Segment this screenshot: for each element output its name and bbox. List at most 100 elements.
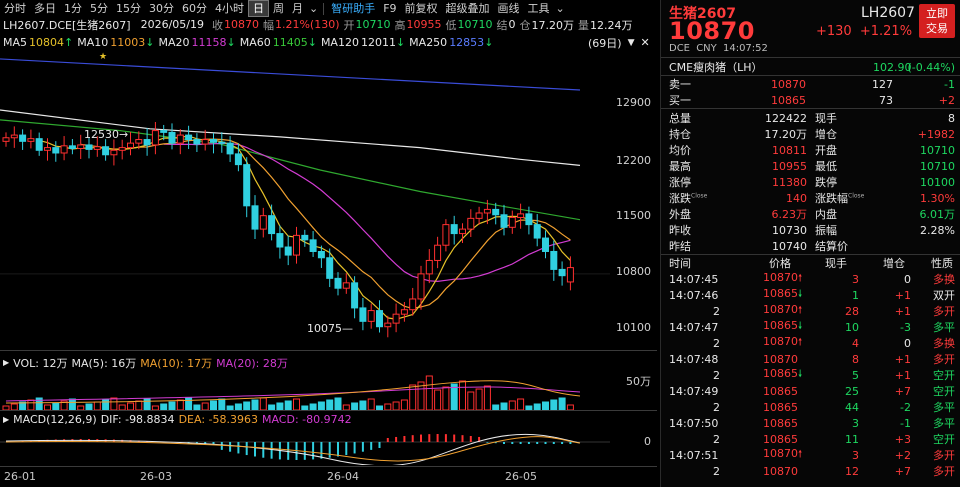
- volume-bar: [334, 397, 342, 410]
- volume-bar: [127, 402, 134, 410]
- period-tab-2[interactable]: 1分: [64, 2, 82, 15]
- candle-body: [467, 217, 475, 230]
- tick-price-value: 10870: [763, 464, 798, 478]
- close-icon[interactable]: ✕: [640, 36, 650, 49]
- stat-sup: Close: [691, 192, 708, 200]
- stat-label-text: 最高: [669, 160, 691, 173]
- macd-expand-icon[interactable]: ▶: [3, 415, 10, 424]
- volume-bar: [234, 403, 242, 410]
- period-tab-5[interactable]: 30分: [149, 2, 174, 15]
- tick-price: 10870🠕: [763, 447, 802, 464]
- vol-axis-label: 50万: [626, 375, 651, 388]
- volume-bar: [60, 400, 68, 410]
- tick-header-time: 时间: [669, 257, 691, 270]
- macd-value-label: MACD: -80.9742: [261, 413, 352, 426]
- candle-body: [392, 313, 400, 324]
- period-tab-0[interactable]: 分时: [4, 2, 26, 15]
- macd-dea-line: [5, 436, 581, 462]
- period-tab-10[interactable]: 月: [292, 2, 303, 15]
- stat-label-text: 涨停: [669, 176, 691, 189]
- volume-bar: [259, 397, 267, 410]
- collapse-triangle-icon[interactable]: ▼: [627, 37, 635, 48]
- draw-line-button[interactable]: 画线: [497, 2, 520, 15]
- period-more-chevron-icon[interactable]: ⌄: [309, 2, 319, 15]
- tools-button[interactable]: 工具: [527, 2, 550, 15]
- stat-label: 均价: [669, 142, 691, 158]
- vol-ma10-label: MA(10): 17万: [140, 356, 213, 370]
- zhiyan-assistant-button[interactable]: 智研助手: [331, 2, 376, 15]
- macd-dif-line: [5, 433, 581, 465]
- volume-bar: [467, 391, 475, 410]
- ma60-line: [0, 119, 581, 221]
- volume-bar: [2, 405, 10, 410]
- tick-down-arrow-icon: 🠗: [798, 368, 803, 380]
- period-tab-4[interactable]: 15分: [116, 2, 141, 15]
- change-pct: +1.21%: [859, 24, 913, 39]
- volume-bar: [309, 403, 317, 410]
- stat-value: 10740: [772, 239, 807, 253]
- tick-oi: +2: [894, 448, 911, 462]
- volume-bar: [218, 398, 226, 410]
- candle-body: [185, 134, 193, 141]
- adjust-button[interactable]: 前复权: [404, 2, 438, 15]
- tick-price-value: 10870: [763, 302, 798, 316]
- vol-expand-icon[interactable]: ▶: [3, 358, 10, 367]
- volume-bar: [193, 404, 201, 410]
- volume-bar: [342, 404, 350, 410]
- stat-value: 10955: [772, 159, 807, 173]
- stat-label: 外盘: [669, 206, 691, 222]
- kline-panel: 分时 多日 1分 5分 15分 30分 60分 4小时 日 周 月 ⌄ 智研助手…: [0, 0, 657, 483]
- tick-header-nature: 性质: [931, 257, 953, 270]
- quote-time: 14:07:52: [722, 43, 768, 54]
- period-tab-6[interactable]: 60分: [182, 2, 207, 15]
- volume-bar: [276, 402, 284, 410]
- volume-chart[interactable]: [0, 366, 610, 410]
- cme-row[interactable]: CME瘦肉猪（LH） 102.90 (-0.44%): [669, 59, 955, 75]
- price-axis-label-4: 10100: [616, 321, 651, 334]
- tick-price-value: 10865: [763, 384, 798, 398]
- tick-price: 10870🠕: [763, 335, 802, 352]
- stat-label: 总量: [669, 110, 691, 126]
- ma120-down-arrow-icon: ↓: [395, 36, 406, 49]
- candle-body: [176, 134, 184, 144]
- volume-bar: [483, 385, 491, 410]
- candlestick-chart[interactable]: [0, 50, 610, 350]
- candle-body: [425, 259, 433, 275]
- period-tab-3[interactable]: 5分: [90, 2, 108, 15]
- candle-body: [193, 139, 201, 145]
- tick-nature: 空开: [933, 385, 955, 398]
- candle-body: [542, 237, 549, 252]
- price-axis-label-3: 10800: [616, 265, 651, 278]
- candle-body: [376, 310, 383, 328]
- trade-now-button[interactable]: 立即 交易: [919, 4, 955, 38]
- tick-row: 14:07:46 10865🠗 1 +1 双开: [669, 287, 955, 303]
- axis-divider: [0, 466, 657, 467]
- tick-price: 10865: [763, 401, 798, 414]
- f9-button[interactable]: F9: [383, 2, 397, 15]
- last-price: 10870: [669, 17, 755, 45]
- period-tab-8[interactable]: 日: [248, 0, 269, 17]
- candle-body: [326, 257, 334, 279]
- ma20-down-arrow-icon: ↓: [226, 36, 236, 49]
- overlay-button[interactable]: 超级叠加: [445, 2, 490, 15]
- volume-bar: [351, 402, 359, 410]
- stat-label: 涨跌幅Close: [815, 190, 864, 206]
- buy1-volume: 73: [879, 93, 893, 107]
- stat-row: 涨跌Close 140 涨跌幅Close 1.30%: [669, 190, 955, 206]
- period-tab-9[interactable]: 周: [273, 2, 284, 15]
- macd-chart[interactable]: [0, 425, 610, 465]
- volume-bar: [52, 402, 60, 410]
- tick-row: 2 10870 12 +7 多开: [669, 463, 955, 479]
- price-axis-label-0: 12900: [616, 96, 651, 109]
- period-tab-7[interactable]: 4小时: [215, 2, 244, 15]
- vol-ma10-line: [5, 380, 581, 404]
- ma5-line: [39, 135, 571, 320]
- stat-label-text: 振幅: [815, 224, 837, 237]
- tools-chevron-icon[interactable]: ⌄: [555, 2, 565, 15]
- chg-caption: 幅: [262, 18, 274, 32]
- stat-row: 均价 10811 开盘 10710: [669, 142, 955, 158]
- symbol-label: LH2607.DCE[生猪2607]: [3, 18, 131, 32]
- candle-body: [93, 146, 101, 150]
- range-days-label[interactable]: (69日): [588, 36, 622, 50]
- period-tab-1[interactable]: 多日: [34, 2, 56, 15]
